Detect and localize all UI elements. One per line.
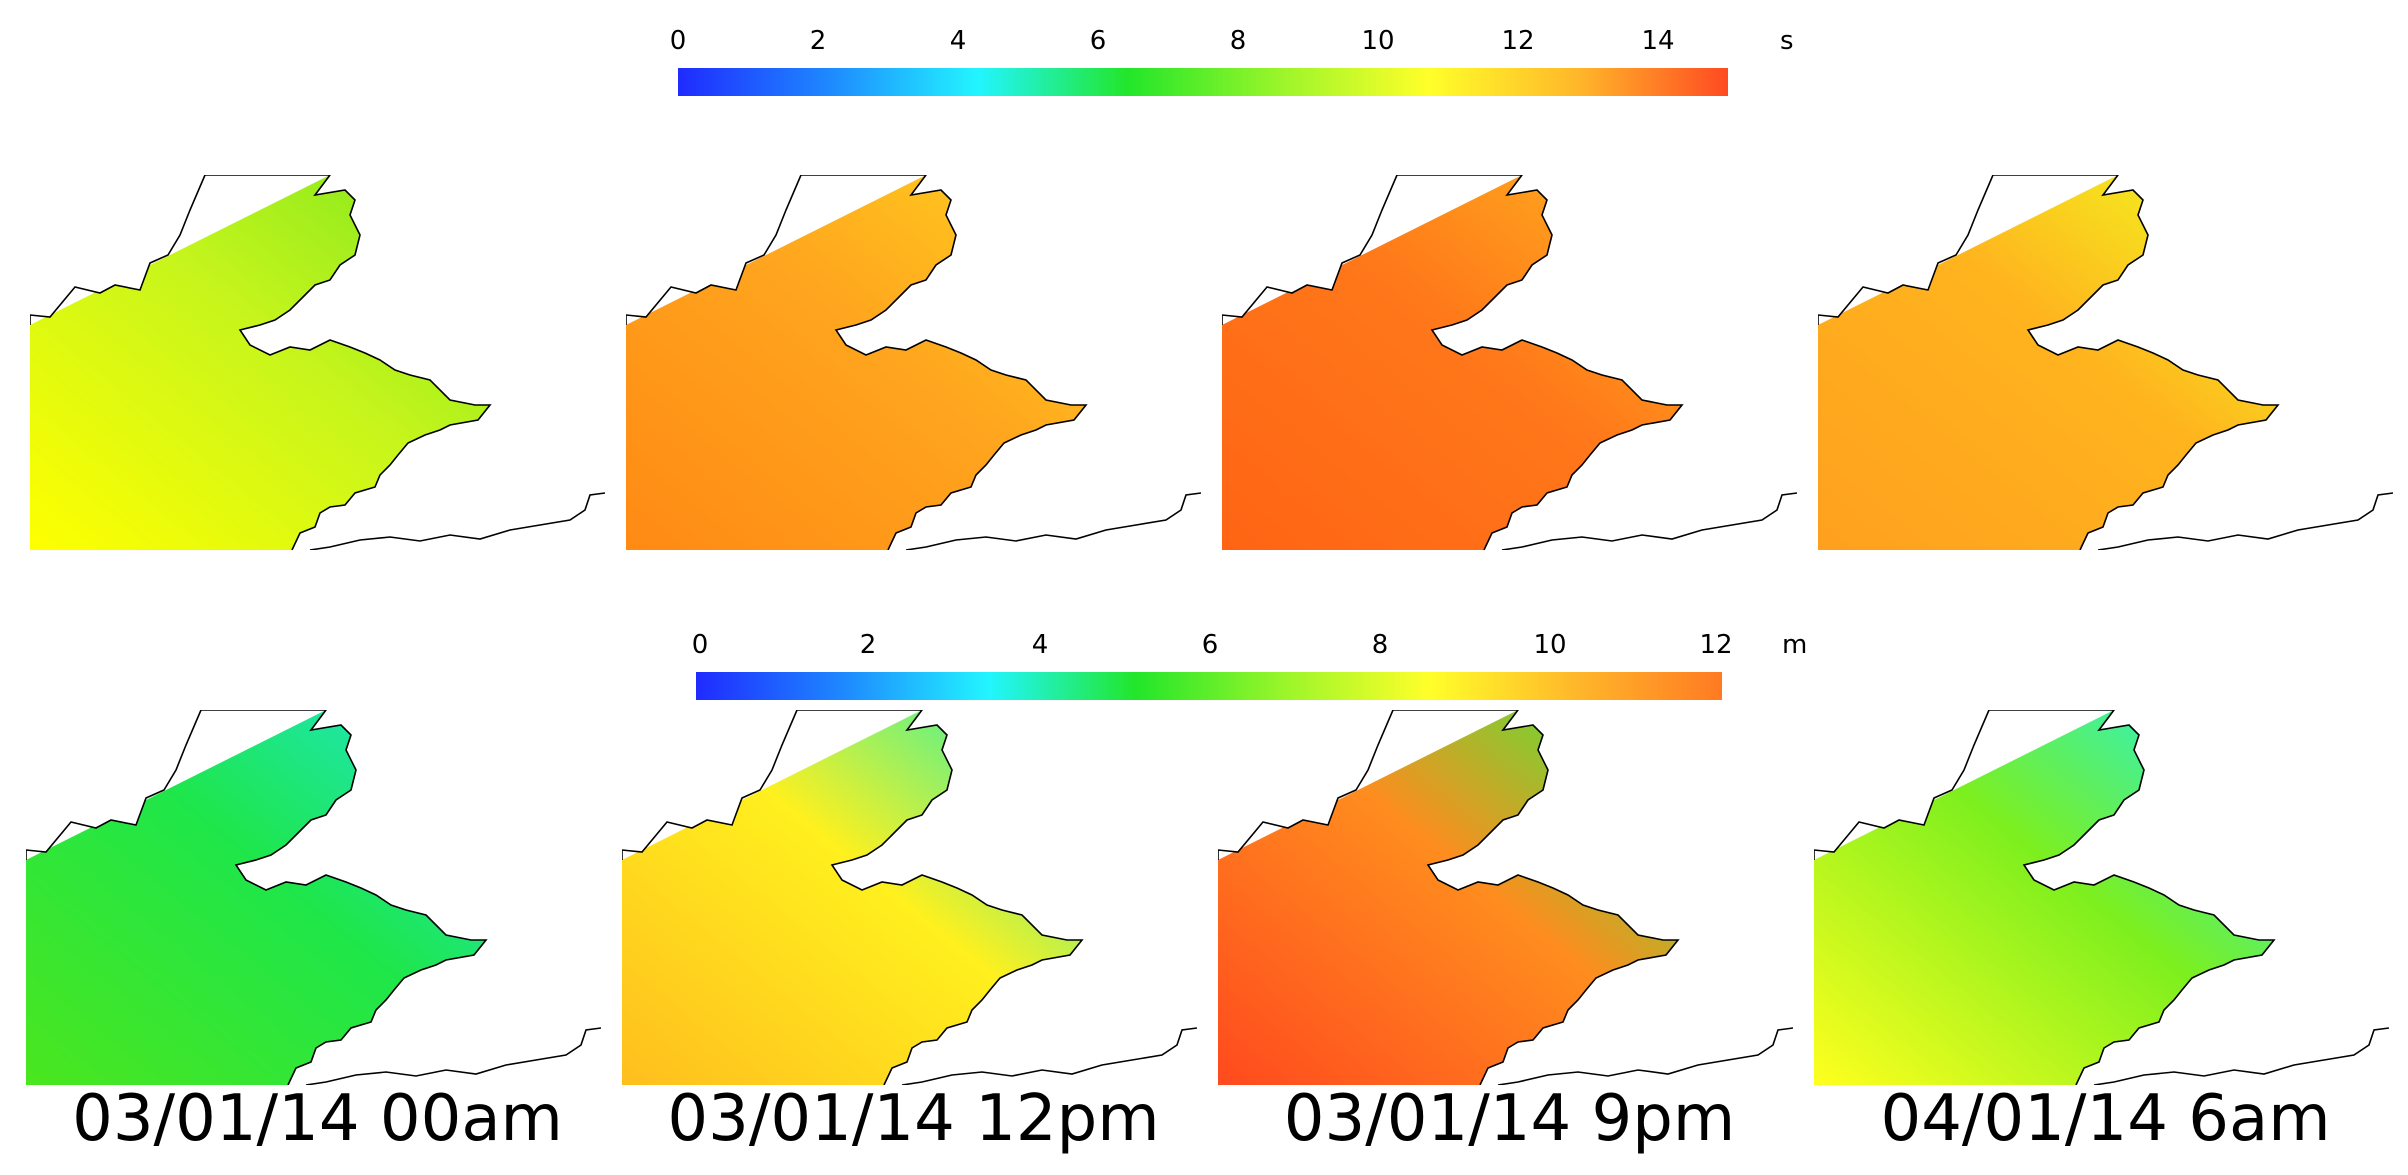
height-map-panel (622, 710, 1197, 1085)
period-tick-label: 0 (669, 26, 687, 56)
coastline (1222, 175, 1684, 550)
coastline (622, 710, 1084, 1085)
period-map-panel (1818, 175, 2393, 550)
period-tick-label: 10 (1361, 26, 1395, 56)
period-map-panel (30, 175, 605, 550)
coastline (1814, 710, 2276, 1085)
coastline (2093, 1027, 2389, 1085)
period-tick-label: 8 (1229, 26, 1247, 56)
sea-state-map (626, 175, 1201, 550)
time-label: 03/01/14 00am (72, 1082, 563, 1156)
land-area (1814, 710, 2389, 1085)
time-label: 04/01/14 6am (1880, 1082, 2331, 1156)
sea-state-map (1218, 710, 1793, 1085)
height-tick-label: 0 (691, 630, 709, 660)
coastline (309, 492, 605, 550)
coastline (905, 492, 1201, 550)
sea-field (626, 175, 1086, 550)
period-tick-label: 12 (1501, 26, 1535, 56)
height-unit-label: m (1782, 630, 1808, 660)
coastline (626, 175, 1088, 550)
coastline (305, 1027, 601, 1085)
coastline (1818, 175, 2280, 550)
height-colorbar: 0 2 4 6 8 10 12 (692, 630, 1733, 700)
height-map-panel (1218, 710, 1793, 1085)
sea-field (1814, 710, 2274, 1085)
period-colorbar: 0 2 4 6 8 10 12 14 (670, 26, 1728, 96)
sea-field (1818, 175, 2278, 550)
period-map-panel (626, 175, 1201, 550)
coastline (2097, 492, 2393, 550)
period-map-panel (1222, 175, 1797, 550)
land-area (626, 175, 1201, 550)
coastline (901, 1027, 1197, 1085)
height-map-panel (1814, 710, 2389, 1085)
period-tick-label: 6 (1089, 26, 1107, 56)
sea-state-map (622, 710, 1197, 1085)
period-unit-label: s (1780, 26, 1794, 56)
sea-state-map (30, 175, 605, 550)
height-tick-label: 2 (859, 630, 877, 660)
sea-field (1222, 175, 1682, 550)
height-tick-label: 8 (1371, 630, 1389, 660)
height-tick-label: 12 (1699, 630, 1733, 660)
height-tick-label: 10 (1533, 630, 1567, 660)
land-area (26, 710, 601, 1085)
period-tick-label: 2 (809, 26, 827, 56)
period-color-ramp (678, 68, 1728, 96)
sea-field (30, 175, 490, 550)
period-tick-label: 14 (1641, 26, 1675, 56)
land-area (622, 710, 1197, 1085)
sea-field (1218, 710, 1678, 1085)
sea-state-map (26, 710, 601, 1085)
height-tick-label: 4 (1031, 630, 1049, 660)
time-label: 03/01/14 12pm (667, 1082, 1160, 1156)
land-area (30, 175, 605, 550)
height-color-ramp (696, 672, 1722, 700)
land-area (1222, 175, 1797, 550)
sea-field (622, 710, 1082, 1085)
sea-state-map (1818, 175, 2393, 550)
coastline (1497, 1027, 1793, 1085)
time-label: 03/01/14 9pm (1283, 1082, 1736, 1156)
sea-field (26, 710, 486, 1085)
sea-state-map (1814, 710, 2389, 1085)
coastline (30, 175, 492, 550)
coastline (1501, 492, 1797, 550)
coastline (1218, 710, 1680, 1085)
sea-state-map (1222, 175, 1797, 550)
height-tick-label: 6 (1201, 630, 1219, 660)
land-area (1818, 175, 2393, 550)
coastline (26, 710, 488, 1085)
height-map-panel (26, 710, 601, 1085)
land-area (1218, 710, 1793, 1085)
period-tick-label: 4 (949, 26, 967, 56)
